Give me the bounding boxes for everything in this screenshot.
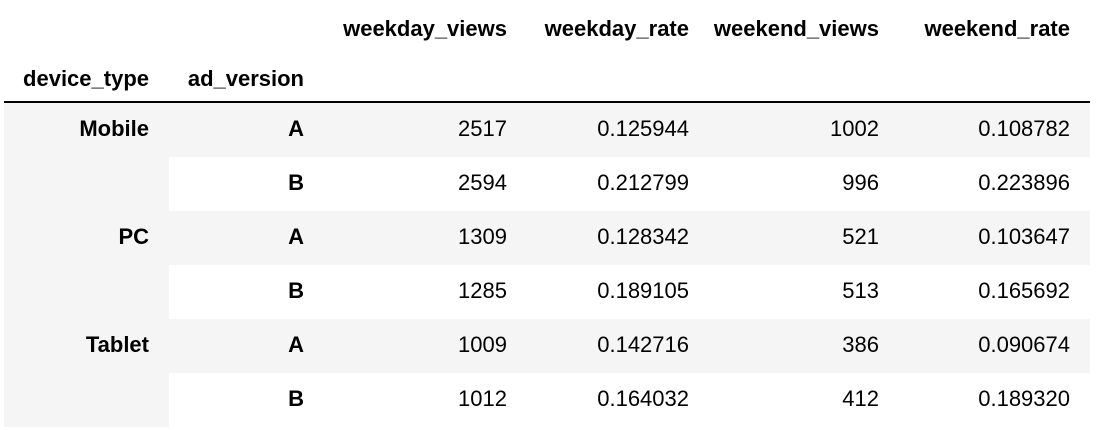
table-row-pc-a: PC A 1309 0.128342 521 0.103647 [4,211,1090,265]
data-cell: 521 [842,224,879,249]
data-cell: 0.103647 [978,224,1070,249]
data-cell: 412 [842,386,879,411]
index-cell-device-type: Mobile [79,116,149,141]
data-cell: 1009 [458,332,507,357]
index-cell-ad-version: A [288,332,304,357]
index-cell-ad-version: A [288,224,304,249]
empty-header-cell [527,57,709,103]
table-row-pc-b: B 1285 0.189105 513 0.165692 [4,265,1090,319]
data-cell: 386 [842,332,879,357]
data-cell: 0.128342 [597,224,689,249]
data-cell: 1309 [458,224,507,249]
empty-header-cell [899,57,1090,103]
index-name-device-type: device_type [4,57,169,103]
data-cell: 0.223896 [978,170,1070,195]
data-cell: 0.212799 [597,170,689,195]
data-cell: 0.090674 [978,332,1070,357]
empty-header-cell [169,0,324,57]
data-cell: 0.165692 [978,278,1070,303]
index-cell-device-type: PC [118,224,149,249]
data-cell: 513 [842,278,879,303]
data-cell: 2594 [458,170,507,195]
data-cell: 1012 [458,386,507,411]
empty-header-cell [324,57,527,103]
index-cell-ad-version: B [288,386,304,411]
index-cell-ad-version: A [288,116,304,141]
data-cell: 0.125944 [597,116,689,141]
column-header-weekend-views: weekend_views [713,15,879,41]
table-row-tablet-b: B 1012 0.164032 412 0.189320 [4,373,1090,427]
index-names-row: device_type ad_version [4,57,1090,103]
column-header-weekday-rate: weekday_rate [544,15,689,41]
index-name-ad-version: ad_version [169,57,324,103]
data-cell: 0.189105 [597,278,689,303]
table-header: weekday_views weekday_rate weekend_views… [4,0,1090,103]
index-cell-device-type: Tablet [85,332,149,357]
data-cell: 0.189320 [978,386,1070,411]
table-row-tablet-a: Tablet A 1009 0.142716 386 0.090674 [4,319,1090,373]
table-row-mobile-b: B 2594 0.212799 996 0.223896 [4,157,1090,211]
empty-header-cell [4,0,169,57]
data-cell: 0.142716 [597,332,689,357]
data-cell: 0.108782 [978,116,1070,141]
index-cell-ad-version: B [288,170,304,195]
column-header-weekday-views: weekday_views [343,15,507,41]
data-cell: 996 [842,170,879,195]
column-header-weekend-rate: weekend_rate [924,15,1070,41]
table-body: Mobile A 2517 0.125944 1002 0.108782 B 2… [4,102,1090,427]
dataframe-table: weekday_views weekday_rate weekend_views… [4,0,1090,427]
data-cell: 1285 [458,278,507,303]
data-cell: 2517 [458,116,507,141]
table-row-mobile-a: Mobile A 2517 0.125944 1002 0.108782 [4,102,1090,157]
index-cell-ad-version: B [288,278,304,303]
data-cell: 0.164032 [597,386,689,411]
data-cell: 1002 [830,116,879,141]
empty-header-cell [709,57,899,103]
column-header-row: weekday_views weekday_rate weekend_views… [4,0,1090,57]
